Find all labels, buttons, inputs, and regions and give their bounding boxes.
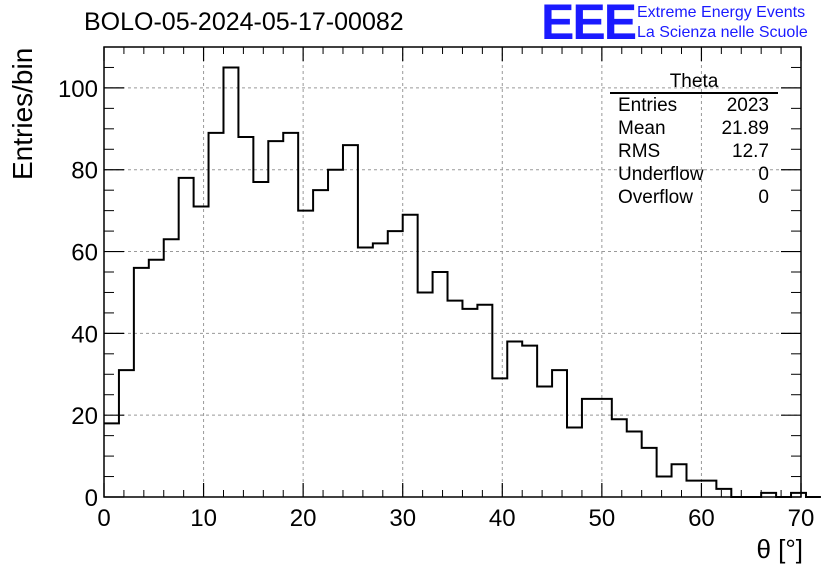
tick-labels: 0 10 20 30 40 50 60 70 0 20 40 60 80 100: [58, 76, 814, 532]
x-axis-label: θ [°]: [756, 534, 803, 564]
stats-row: Underflow 0: [610, 163, 778, 186]
stats-label: Mean: [618, 118, 666, 139]
stats-row: Overflow 0: [610, 186, 778, 209]
x-tick-label: 50: [589, 505, 616, 532]
x-tick-label: 40: [489, 505, 516, 532]
x-tick-label: 10: [190, 505, 217, 532]
stats-value: 21.89: [721, 118, 769, 139]
stats-value: 12.7: [732, 141, 769, 162]
stats-row: Entries 2023: [610, 94, 778, 117]
x-tick-label: 20: [290, 505, 317, 532]
eee-logo: EEE: [541, 0, 637, 50]
stats-value: 2023: [726, 95, 769, 116]
stats-row: RMS 12.7: [610, 140, 778, 163]
grid-lines: [104, 47, 801, 497]
run-title: BOLO-05-2024-05-17-00082: [84, 8, 404, 36]
x-tick-label: 60: [688, 505, 715, 532]
x-tick-label: 0: [97, 505, 110, 532]
y-tick-label: 0: [85, 485, 98, 512]
stats-label: Entries: [618, 95, 678, 116]
y-tick-label: 60: [71, 240, 98, 267]
stats-label: Underflow: [618, 164, 704, 185]
y-tick-label: 80: [71, 158, 98, 185]
logo-line-1: Extreme Energy Events: [637, 4, 806, 21]
histogram-line: [104, 66, 821, 498]
stats-value: 0: [758, 187, 769, 208]
x-tick-label: 70: [788, 505, 815, 532]
x-tick-label: 30: [389, 505, 416, 532]
stats-value: 0: [758, 164, 769, 185]
stats-box: Theta Entries 2023 Mean 21.89 RMS 12.7 U…: [610, 72, 778, 209]
stats-title: Theta: [610, 72, 778, 94]
y-axis-label: Entries/bin: [7, 47, 38, 180]
y-tick-label: 20: [71, 403, 98, 430]
stats-label: Overflow: [618, 187, 693, 208]
plot-frame: [103, 46, 802, 498]
y-tick-label: 100: [58, 76, 98, 103]
stats-label: RMS: [618, 141, 661, 162]
logo-line-2: La Scienza nelle Scuole: [637, 24, 808, 41]
stats-row: Mean 21.89: [610, 117, 778, 140]
y-tick-label: 40: [71, 321, 98, 348]
